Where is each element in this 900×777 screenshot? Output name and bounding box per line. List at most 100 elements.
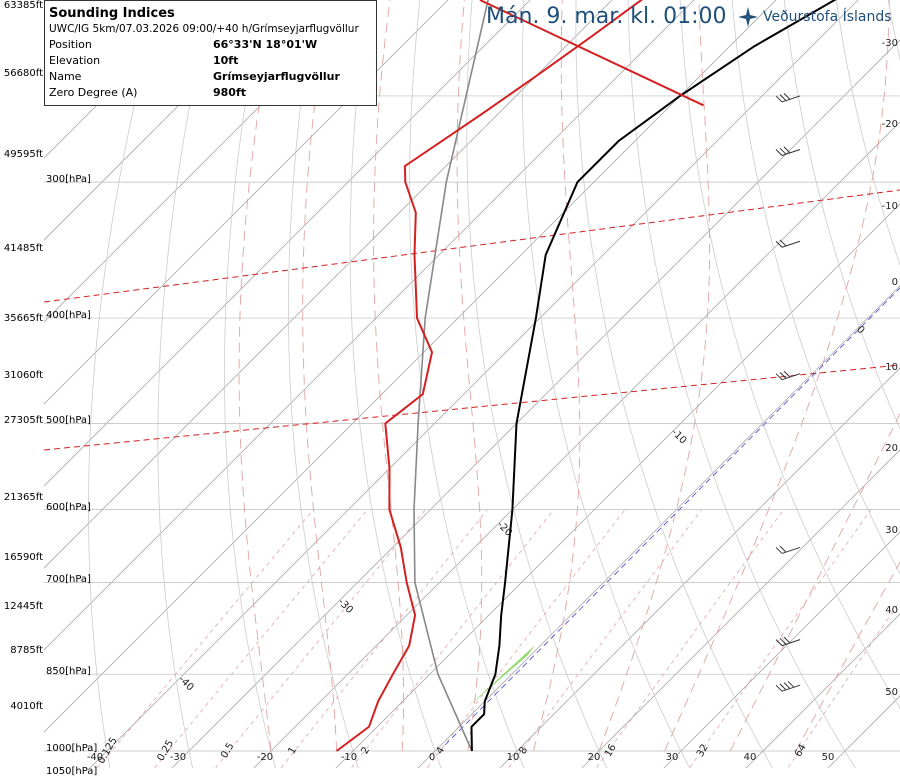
height-label: 12445ft	[0, 601, 43, 612]
pressure-label: 500[hPa]	[46, 415, 91, 426]
height-label: 31060ft	[0, 370, 43, 381]
dry-adiabat-line	[727, 0, 900, 768]
brand-name: Veðurstofa Íslands	[763, 9, 892, 25]
moist-adiabat-line	[533, 0, 579, 751]
isotherm-label: 0	[854, 324, 866, 336]
moist-adiabat-line	[374, 0, 404, 751]
height-label: 63385ft	[0, 0, 43, 11]
isotherm-line	[325, 0, 900, 768]
dry-adiabat-line	[576, 0, 779, 768]
mixing-ratio-line	[504, 510, 701, 768]
mixing-ratio-line	[423, 510, 626, 768]
bottom-axis-label: 20	[588, 752, 601, 763]
info-row-label: Zero Degree (A)	[49, 85, 213, 101]
dry-adiabat-line	[225, 0, 454, 768]
isotherm-line	[0, 0, 780, 768]
dry-adiabat-line	[775, 0, 900, 768]
right-axis-label: 30	[885, 525, 898, 536]
height-label: 27305ft	[0, 415, 43, 426]
wind-barb-flag	[776, 150, 782, 156]
height-label: 16590ft	[0, 552, 43, 563]
wind-barb-flag	[784, 683, 790, 689]
bottom-axis-label: 50	[822, 752, 835, 763]
dry-adiabat-line	[350, 0, 526, 768]
pressure-label: 300[hPa]	[46, 174, 91, 185]
mixing-ratio-label: 1	[286, 745, 299, 756]
height-label: 49595ft	[0, 149, 43, 160]
mixing-ratio-line	[347, 510, 554, 768]
mixing-ratio-label: 32	[695, 742, 711, 759]
right-axis-label: -20	[882, 119, 898, 130]
right-axis-label: 40	[885, 605, 898, 616]
mixing-ratio-line	[150, 510, 368, 768]
dry-adiabat-line	[821, 0, 900, 768]
info-row-label: Position	[49, 37, 213, 53]
bottom-axis-label: -30	[170, 752, 186, 763]
isotherm-line	[79, 0, 900, 768]
info-row-value: Grímseyjarflugvöllur	[213, 69, 340, 85]
moist-adiabat-line	[796, 0, 900, 751]
info-row-label: Name	[49, 69, 213, 85]
info-row-value: 10ft	[213, 53, 238, 69]
parcel-diagonal-line	[445, 288, 900, 745]
info-row-value: 66°33'N 18°01'W	[213, 37, 317, 53]
pressure-label: 400[hPa]	[46, 310, 91, 321]
moist-adiabat-line	[457, 0, 482, 751]
mixing-ratio-label: 0.5	[219, 741, 236, 760]
wind-barb-flag	[780, 684, 786, 690]
isotherm-line	[817, 0, 900, 768]
info-row-value: 980ft	[213, 85, 246, 101]
right-axis-label: 50	[885, 687, 898, 698]
wind-barb-flag	[784, 147, 790, 153]
moist-adiabat-line	[599, 0, 710, 751]
info-row-zero-degree: Zero Degree (A)980ft	[49, 85, 376, 101]
mixing-ratio-line	[686, 510, 872, 768]
wind-barb	[776, 240, 800, 247]
isotherm-line	[0, 0, 862, 768]
mixing-ratio-label: 64	[793, 742, 809, 759]
height-label: 21365ft	[0, 492, 43, 503]
isotherm-line	[571, 0, 900, 768]
height-label: 4010ft	[0, 701, 43, 712]
dry-adiabat-line	[289, 0, 490, 768]
tropopause-upper-line	[44, 190, 900, 302]
right-axis-label: -30	[882, 38, 898, 49]
wind-barb-flag	[784, 93, 790, 99]
bottom-axis-label: 40	[744, 752, 757, 763]
right-axis-label: 20	[885, 443, 898, 454]
height-label: 56680ft	[0, 68, 43, 79]
bottom-axis-label: -10	[341, 752, 357, 763]
forecast-time-headline: Mán. 9. mar. kl. 01:00	[486, 4, 727, 29]
isotherm-label: -40	[176, 674, 195, 693]
dry-adiabat-line	[89, 0, 380, 768]
wind-barb-flag	[780, 372, 786, 378]
wind-barb	[776, 371, 800, 380]
dry-adiabat-line	[467, 0, 612, 768]
dry-adiabat-line	[628, 0, 862, 768]
wind-barb-flag	[780, 240, 786, 246]
snowflake-icon	[737, 6, 759, 28]
brand-logo: Veðurstofa Íslands	[737, 6, 892, 28]
chart-labels: 3020100-10-20-30-40-30-20-1001020304050-…	[87, 0, 900, 766]
wind-barb-flag	[776, 241, 782, 247]
mixing-ratio-line	[92, 510, 313, 768]
wind-barb-flag	[776, 96, 782, 102]
wind-barb	[776, 546, 800, 553]
chart-profiles	[337, 0, 900, 751]
wind-barb	[776, 147, 800, 156]
pressure-label: 700[hPa]	[46, 574, 91, 585]
info-row-label: Elevation	[49, 53, 213, 69]
wind-barb	[776, 681, 800, 691]
dry-adiabat-line	[522, 0, 695, 768]
height-label: 35665ft	[0, 313, 43, 324]
pressure-label: 600[hPa]	[46, 502, 91, 513]
isotherm-line	[489, 0, 900, 768]
